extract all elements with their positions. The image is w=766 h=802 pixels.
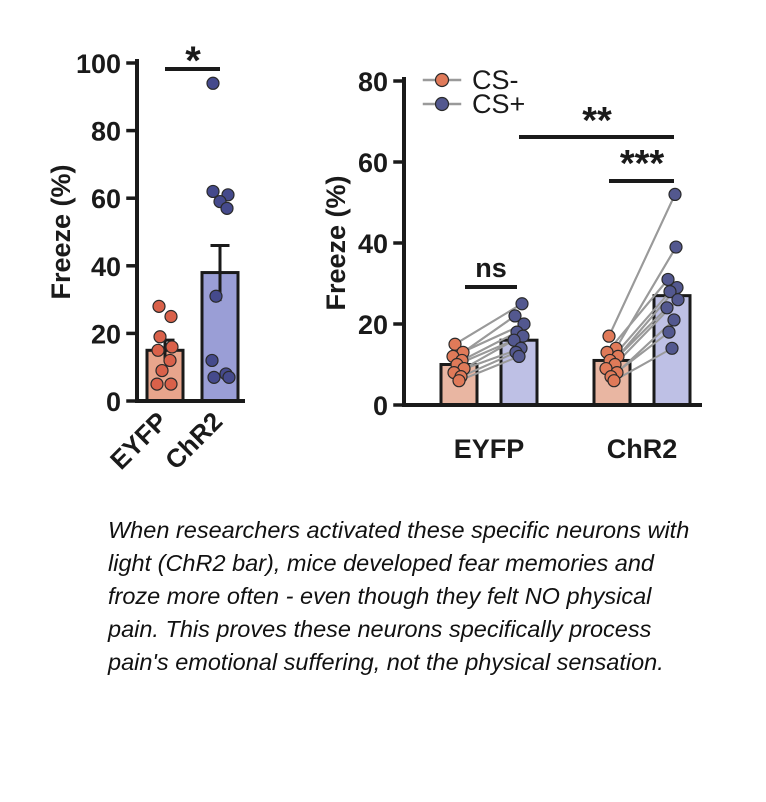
y-tick-label: 20 — [358, 310, 388, 340]
y-tick-label: 80 — [358, 67, 388, 97]
data-point — [665, 341, 679, 355]
data-point — [206, 76, 220, 90]
data-point — [164, 377, 178, 391]
y-tick-label: 20 — [91, 319, 121, 349]
pair-line — [453, 302, 524, 346]
significance-label: ** — [582, 100, 612, 142]
data-point — [163, 353, 177, 368]
pair-line — [605, 278, 670, 354]
data-point — [515, 297, 529, 311]
pair-line — [459, 351, 518, 378]
data-point — [667, 313, 681, 327]
data-point — [512, 349, 526, 363]
data-point — [220, 201, 234, 215]
legend-marker — [434, 72, 450, 88]
data-point — [151, 343, 165, 357]
pair-line — [607, 193, 677, 338]
data-point — [209, 289, 223, 303]
data-point — [668, 187, 682, 201]
y-tick-label: 0 — [373, 391, 388, 421]
data-point — [607, 374, 621, 388]
data-point — [602, 329, 616, 343]
data-point — [671, 293, 685, 307]
pair-line — [457, 355, 521, 383]
data-point — [663, 285, 677, 299]
legend-label: CS+ — [472, 89, 525, 119]
data-point — [508, 309, 522, 323]
y-tick-label: 40 — [358, 229, 388, 259]
y-tick-label: 0 — [106, 387, 121, 417]
data-point — [165, 340, 179, 354]
x-tick-label: ChR2 — [159, 406, 228, 475]
pair-line — [462, 338, 516, 370]
data-point — [222, 370, 236, 384]
legend-marker — [434, 96, 450, 112]
y-axis-label: Freeze (%) — [46, 164, 76, 299]
data-point — [660, 301, 674, 315]
figure: Freeze (%) 0 20 40 60 80 100 EYFP ChR2 * Freeze (%… — [46, 39, 702, 475]
x-tick-label: EYFP — [454, 434, 525, 464]
pair-line — [461, 314, 517, 354]
data-point — [150, 377, 164, 391]
caption: When researchers activated these specifi… — [108, 517, 690, 675]
data-point — [205, 353, 219, 368]
y-tick-label: 60 — [91, 184, 121, 214]
data-point — [152, 299, 166, 313]
data-point — [206, 184, 220, 199]
y-tick-label: 40 — [91, 252, 121, 282]
significance-label: * — [185, 39, 201, 83]
significance-label: ns — [475, 253, 507, 283]
data-point — [153, 330, 167, 344]
significance-label: *** — [620, 143, 665, 185]
data-point — [669, 240, 683, 254]
pair-line — [612, 346, 674, 383]
data-point — [452, 374, 466, 388]
y-tick-label: 80 — [91, 117, 121, 147]
y-tick-label: 60 — [358, 148, 388, 178]
data-point — [155, 363, 169, 378]
legend-label: CS- — [472, 65, 519, 95]
pair-line — [616, 286, 679, 358]
data-point — [207, 370, 221, 384]
pair-line — [614, 245, 678, 350]
x-tick-label: ChR2 — [607, 434, 678, 464]
y-tick-label: 100 — [76, 49, 121, 79]
pair-line — [460, 330, 519, 362]
data-point — [662, 325, 676, 339]
data-point — [164, 309, 178, 324]
y-axis-label: Freeze (%) — [321, 175, 351, 310]
